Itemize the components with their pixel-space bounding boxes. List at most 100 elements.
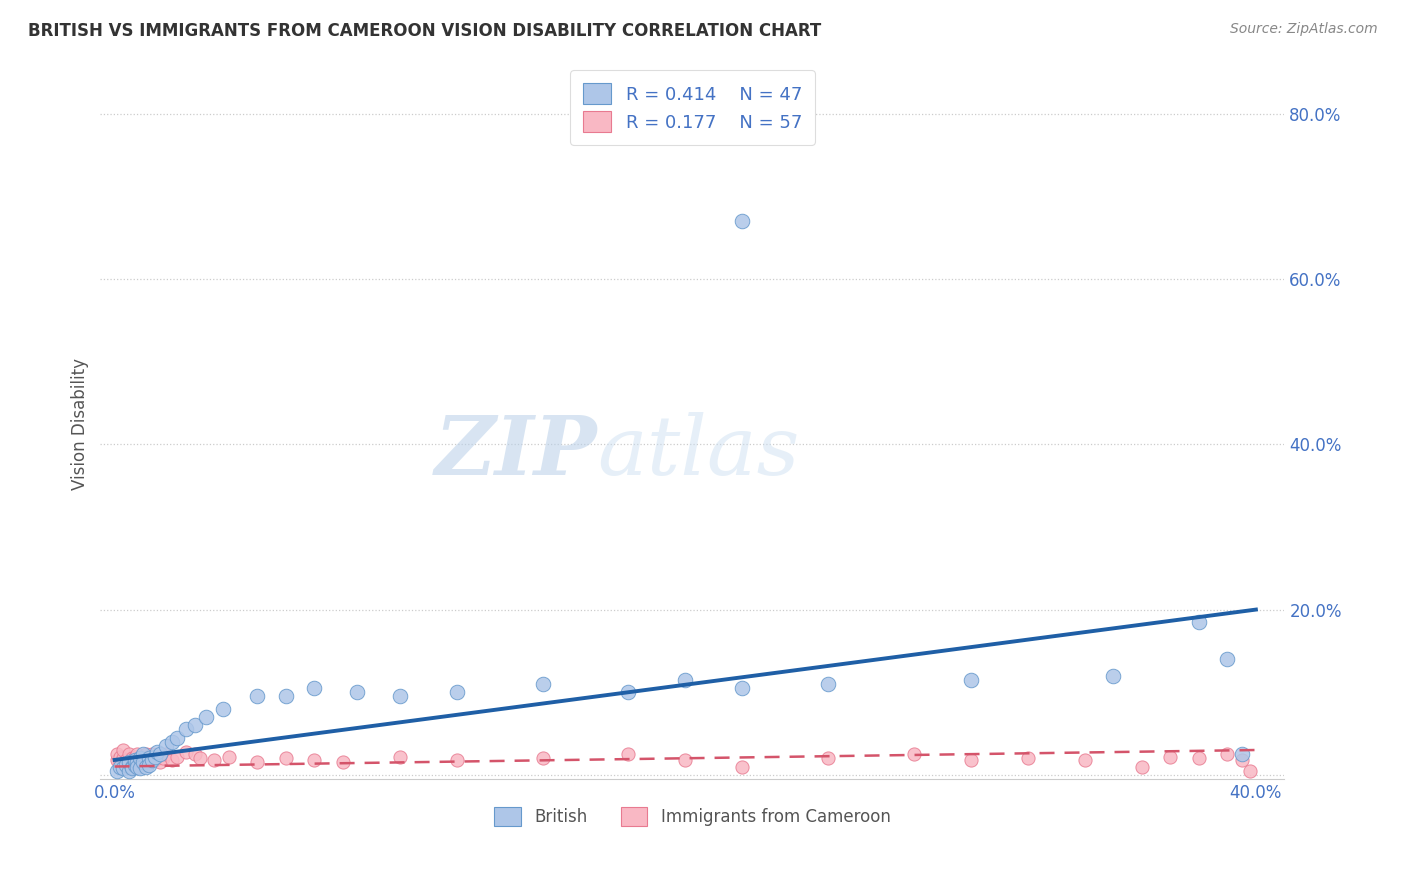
Point [127,759,149,773]
Point [388,749,411,764]
Point [115,757,138,772]
Point [146,745,169,759]
Point [149,747,172,761]
Point [135,747,157,761]
Point [304,681,326,695]
Point [118,747,141,761]
Point [135,757,157,772]
Point [132,747,155,761]
Point [1188,751,1211,765]
Point [673,673,696,687]
Point [115,757,138,772]
Point [141,753,163,767]
Point [673,753,696,767]
Point [110,756,132,770]
Point [112,743,135,757]
Text: ZIP: ZIP [434,412,598,492]
Point [132,753,155,767]
Point [118,759,141,773]
Point [246,756,269,770]
Point [124,753,146,767]
Text: BRITISH VS IMMIGRANTS FROM CAMEROON VISION DISABILITY CORRELATION CHART: BRITISH VS IMMIGRANTS FROM CAMEROON VISI… [28,22,821,40]
Point [138,751,160,765]
Text: atlas: atlas [598,412,800,492]
Point [132,756,155,770]
Point [174,745,197,759]
Point [959,673,981,687]
Point [218,749,240,764]
Point [617,747,640,761]
Point [118,764,141,778]
Point [346,685,368,699]
Point [155,739,177,753]
Point [118,756,141,770]
Point [110,749,132,764]
Text: Source: ZipAtlas.com: Source: ZipAtlas.com [1230,22,1378,37]
Point [1216,747,1239,761]
Point [531,751,554,765]
Point [174,723,197,737]
Point [731,759,754,773]
Point [121,759,143,773]
Point [274,751,297,765]
Point [731,214,754,228]
Point [127,756,149,770]
Point [129,751,152,765]
Point [115,753,138,767]
Point [155,747,177,761]
Point [166,749,188,764]
Point [112,761,135,775]
Point [141,747,163,761]
Point [817,677,839,691]
Point [1130,759,1153,773]
Point [194,710,217,724]
Point [1188,615,1211,629]
Point [160,735,183,749]
Point [332,756,354,770]
Point [152,751,174,765]
Point [112,751,135,765]
Point [1230,753,1253,767]
Point [138,751,160,765]
Point [124,757,146,772]
Point [166,731,188,745]
Point [1230,747,1253,761]
Point [731,681,754,695]
Point [129,751,152,765]
Point [121,761,143,775]
Point [160,753,183,767]
Point [204,753,226,767]
Point [1159,749,1181,764]
Point [304,753,326,767]
Point [274,690,297,704]
Point [110,759,132,773]
Point [129,756,152,770]
Point [817,751,839,765]
Point [143,749,166,764]
Point [446,753,468,767]
Y-axis label: Vision Disability: Vision Disability [72,358,89,490]
Point [246,690,269,704]
Point [183,747,205,761]
Point [1017,751,1039,765]
Point [183,718,205,732]
Point [107,747,129,761]
Point [149,756,172,770]
Point [127,759,149,773]
Point [121,756,143,770]
Point [1216,652,1239,666]
Point [124,753,146,767]
Point [446,685,468,699]
Point [188,751,211,765]
Point [388,690,411,704]
Point [617,685,640,699]
Point [903,747,925,761]
Point [129,761,152,775]
Point [107,764,129,778]
Point [127,747,149,761]
Point [107,753,129,767]
Point [1239,764,1261,778]
Point [146,749,169,764]
Point [1102,668,1125,682]
Point [959,753,981,767]
